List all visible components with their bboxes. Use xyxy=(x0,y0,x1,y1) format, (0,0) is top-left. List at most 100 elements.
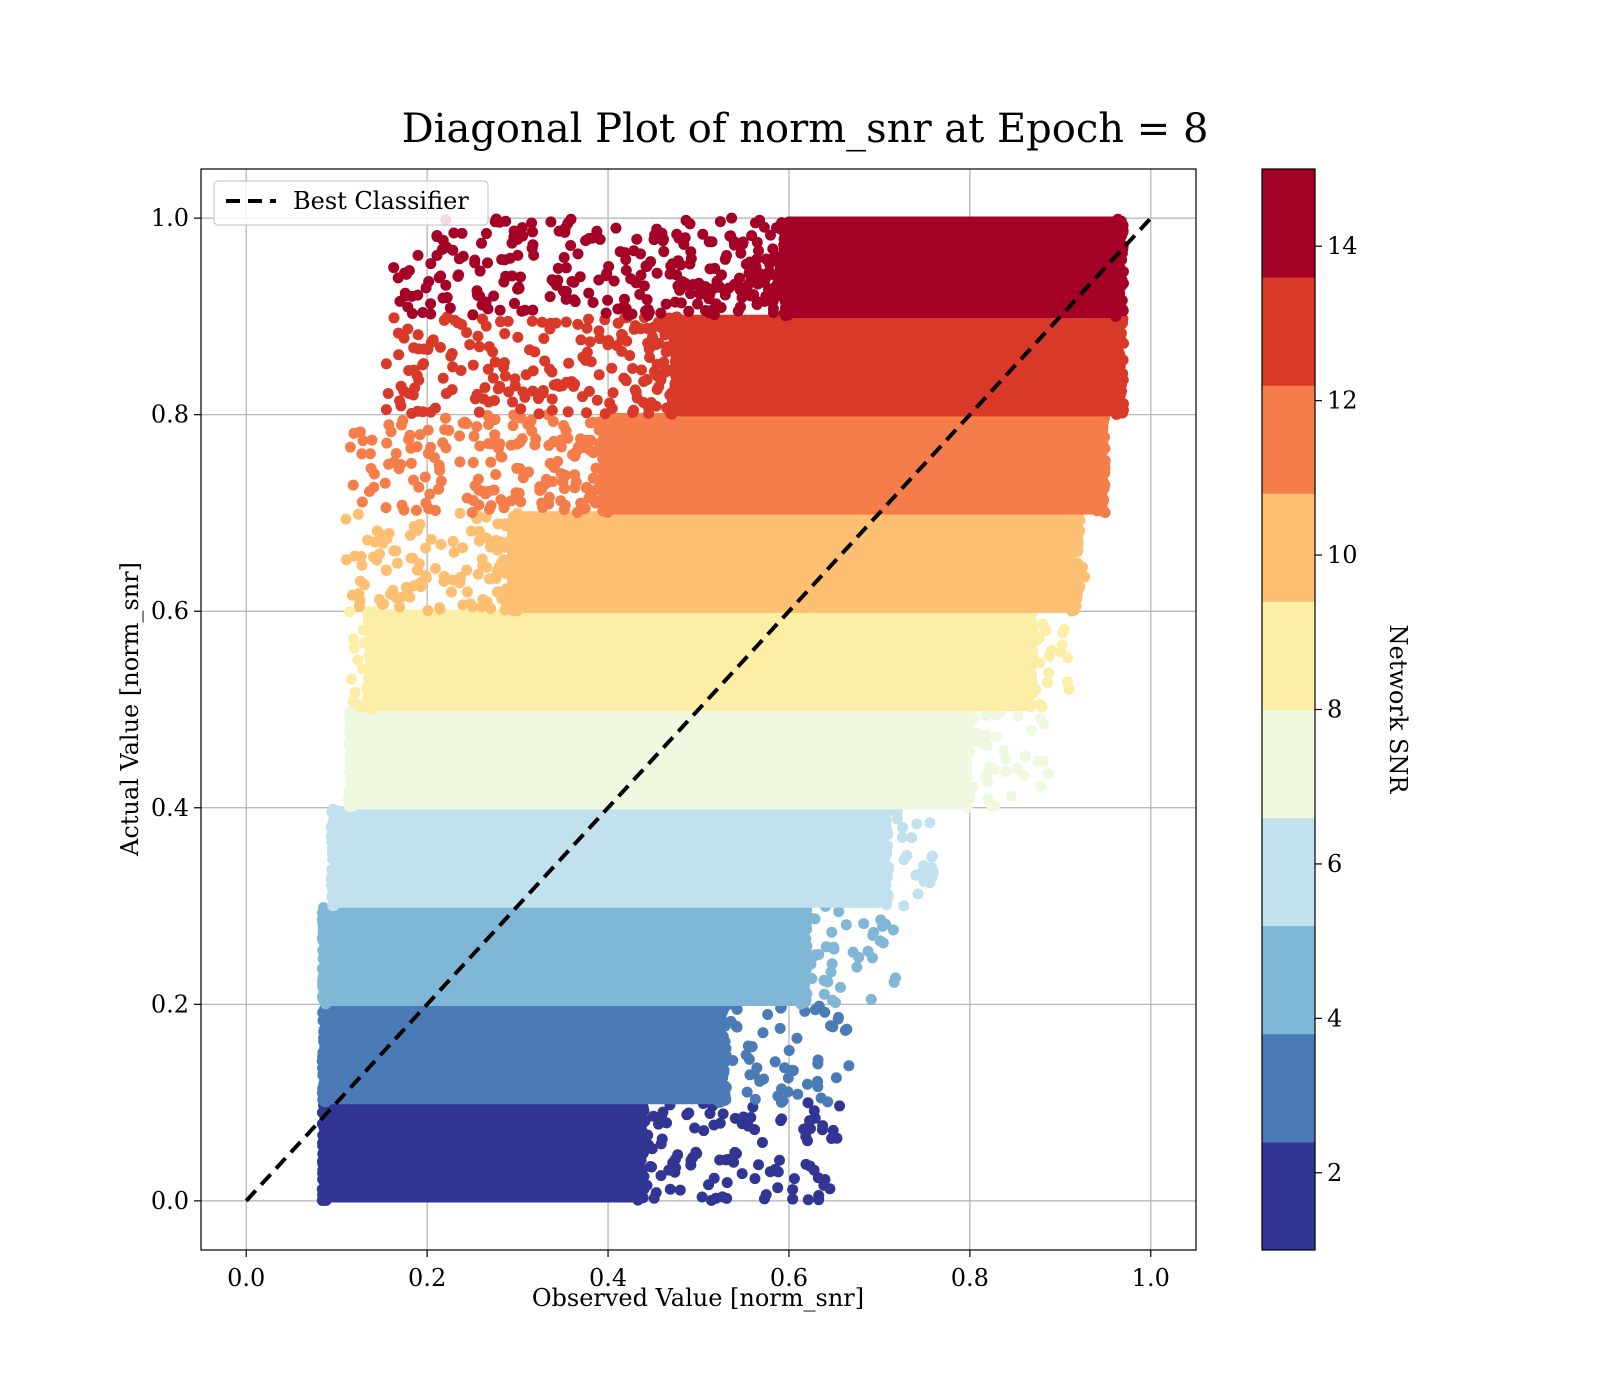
scatter-point xyxy=(516,433,528,445)
scatter-point xyxy=(461,564,473,576)
scatter-point xyxy=(559,226,571,238)
scatter-point xyxy=(493,442,505,454)
scatter-point xyxy=(321,1068,333,1080)
scatter-point xyxy=(997,745,1009,757)
scatter-point xyxy=(517,230,529,242)
scatter-point xyxy=(317,1147,329,1159)
scatter-point xyxy=(671,228,683,240)
scatter-point xyxy=(711,275,723,287)
scatter-point xyxy=(357,663,369,675)
scatter-point xyxy=(325,872,337,884)
scatter-point xyxy=(590,462,602,474)
scatter-point xyxy=(616,328,628,340)
scatter-point xyxy=(546,404,558,416)
scatter-point xyxy=(404,429,416,441)
scatter-point xyxy=(656,1112,668,1124)
scatter-point xyxy=(818,988,830,1000)
scatter-point xyxy=(319,1136,331,1148)
scatter-point xyxy=(364,611,376,623)
scatter-point xyxy=(473,484,485,496)
scatter-point xyxy=(556,380,568,392)
scatter-point xyxy=(434,464,446,476)
colorbar-band xyxy=(1262,1033,1315,1143)
scatter-point xyxy=(1011,762,1023,774)
scatter-point xyxy=(774,263,786,275)
scatter-point xyxy=(624,349,636,361)
scatter-point xyxy=(880,878,892,890)
scatter-point xyxy=(560,262,572,274)
scatter-point xyxy=(547,415,559,427)
scatter-point xyxy=(1115,387,1127,399)
scatter-point xyxy=(435,538,447,550)
scatter-point xyxy=(575,433,587,445)
scatter-point xyxy=(745,1111,757,1123)
scatter-point xyxy=(491,586,503,598)
scatter-point xyxy=(430,562,442,574)
scatter-point xyxy=(591,394,603,406)
scatter-point xyxy=(420,282,432,294)
scatter-point xyxy=(447,535,459,547)
scatter-point xyxy=(548,461,560,473)
scatter-point xyxy=(866,952,878,964)
colorbar: 2 4 6 8 10 12 14 xyxy=(1261,168,1358,1251)
scatter-point xyxy=(545,216,557,228)
scatter-point xyxy=(512,249,524,261)
scatter-point xyxy=(748,289,760,301)
scatter-point xyxy=(692,298,704,310)
scatter-point xyxy=(467,359,479,371)
scatter-point xyxy=(424,488,436,500)
scatter-point xyxy=(353,600,365,612)
scatter-point xyxy=(344,775,356,787)
scatter-point xyxy=(887,924,899,936)
scatter-point xyxy=(1036,701,1048,713)
scatter-point xyxy=(638,1105,650,1117)
scatter-point xyxy=(812,1054,824,1066)
scatter-point xyxy=(367,699,379,711)
scatter-point xyxy=(720,1082,732,1094)
scatter-point xyxy=(779,288,791,300)
scatter-point xyxy=(1062,676,1074,688)
scatter-point xyxy=(494,304,506,316)
scatter-point xyxy=(988,763,1000,775)
scatter-point xyxy=(406,308,418,320)
scatter-point xyxy=(597,436,609,448)
scatter-point xyxy=(1038,718,1050,730)
scatter-point xyxy=(388,312,400,324)
scatter-point xyxy=(471,421,483,433)
scatter-point xyxy=(663,312,675,324)
scatter-point xyxy=(685,1159,697,1171)
scatter-point xyxy=(742,1040,754,1052)
scatter-point xyxy=(511,584,523,596)
scatter-point xyxy=(888,976,900,988)
scatter-point xyxy=(630,277,642,289)
scatter-point xyxy=(683,1107,695,1119)
scatter-point xyxy=(533,408,545,420)
scatter-point xyxy=(418,358,430,370)
scatter-point xyxy=(782,309,794,321)
scatter-point xyxy=(646,1143,658,1155)
scatter-point xyxy=(1074,581,1086,593)
scatter-point xyxy=(380,502,392,514)
scatter-point xyxy=(787,1193,799,1205)
scatter-point xyxy=(395,459,407,471)
scatter-point xyxy=(401,585,413,597)
scatter-point xyxy=(628,245,640,257)
scatter-point xyxy=(391,557,403,569)
scatter-point xyxy=(317,978,329,990)
scatter-point xyxy=(960,796,972,808)
scatter-point xyxy=(319,942,331,954)
scatter-point xyxy=(535,483,547,495)
scatter-point xyxy=(380,564,392,576)
scatter-point xyxy=(398,385,410,397)
scatter-point xyxy=(602,294,614,306)
scatter-point xyxy=(834,1100,846,1112)
scatter-point xyxy=(524,344,536,356)
scatter-point xyxy=(568,294,580,306)
scatter-point xyxy=(1034,657,1046,669)
scatter-point xyxy=(875,827,887,839)
scatter-point xyxy=(832,1013,844,1025)
scatter-point xyxy=(1076,561,1088,573)
scatter-point xyxy=(741,1086,753,1098)
scatter-point xyxy=(473,406,485,418)
scatter-point xyxy=(697,228,709,240)
